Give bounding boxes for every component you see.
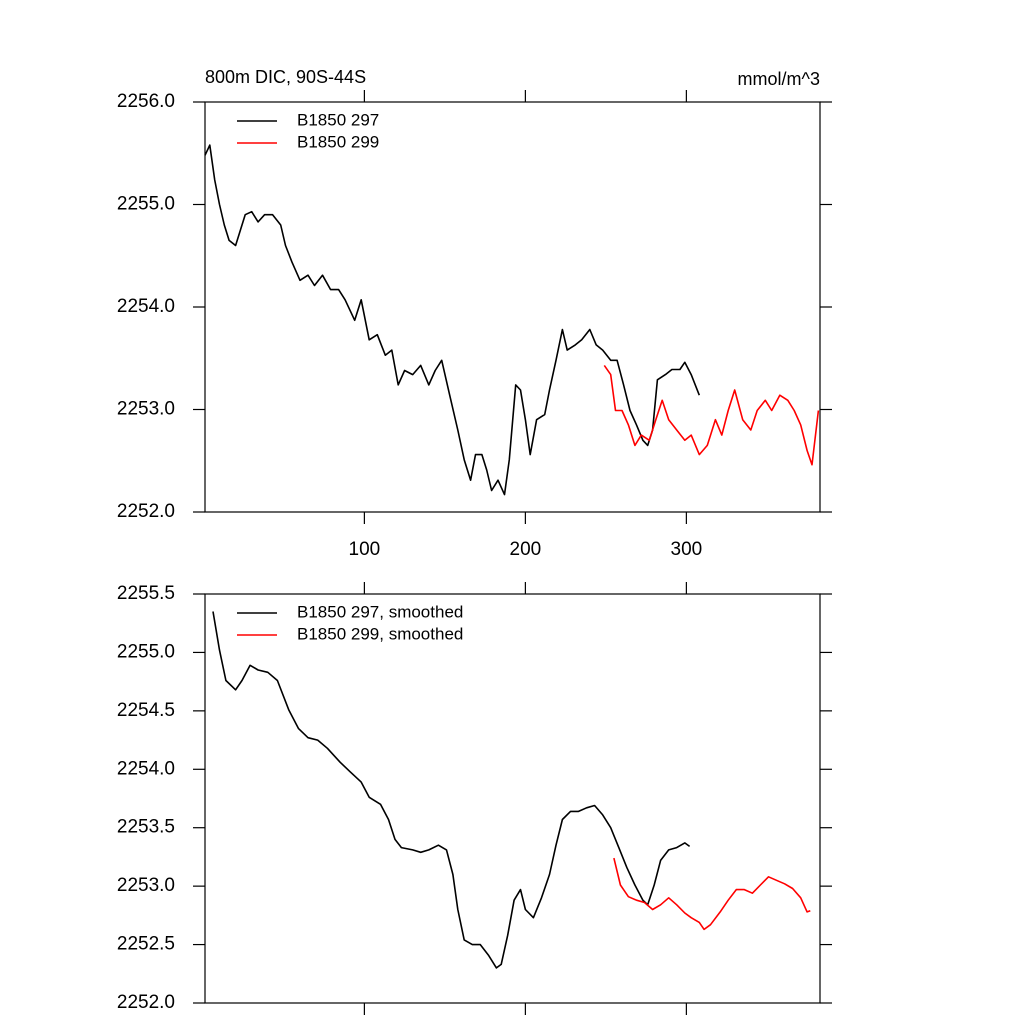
data-line bbox=[212, 611, 691, 969]
y-tick-label: 2254.0 bbox=[117, 758, 175, 779]
legend-label: B1850 297 bbox=[297, 110, 379, 129]
plot-frame bbox=[204, 101, 821, 513]
data-line bbox=[613, 857, 811, 931]
y-tick-label: 2252.5 bbox=[117, 934, 175, 955]
x-tick-label: 200 bbox=[510, 539, 542, 560]
chart-title: 800m DIC, 90S-44S bbox=[205, 67, 366, 87]
data-line bbox=[603, 364, 820, 466]
legend-label: B1850 297, smoothed bbox=[297, 602, 463, 621]
y-tick-label: 2252.0 bbox=[117, 992, 175, 1013]
y-tick-label: 2255.0 bbox=[117, 641, 175, 662]
x-tick-label: 300 bbox=[671, 539, 703, 560]
y-tick-label: 2252.0 bbox=[117, 501, 175, 522]
legend-label: B1850 299, smoothed bbox=[297, 624, 463, 643]
y-tick-label: 2255.0 bbox=[117, 194, 175, 215]
data-line bbox=[204, 144, 701, 496]
x-tick-label: 100 bbox=[349, 539, 381, 560]
legend-label: B1850 299 bbox=[297, 132, 379, 151]
y-tick-label: 2254.5 bbox=[117, 700, 175, 721]
plot-frame bbox=[204, 593, 821, 1004]
y-tick-label: 2253.0 bbox=[117, 875, 175, 896]
y-tick-label: 2255.5 bbox=[117, 583, 175, 604]
y-tick-label: 2253.0 bbox=[117, 399, 175, 420]
y-tick-label: 2254.0 bbox=[117, 296, 175, 317]
units-label: mmol/m^3 bbox=[738, 69, 820, 89]
y-tick-label: 2256.0 bbox=[117, 91, 175, 112]
y-tick-label: 2253.5 bbox=[117, 817, 175, 838]
